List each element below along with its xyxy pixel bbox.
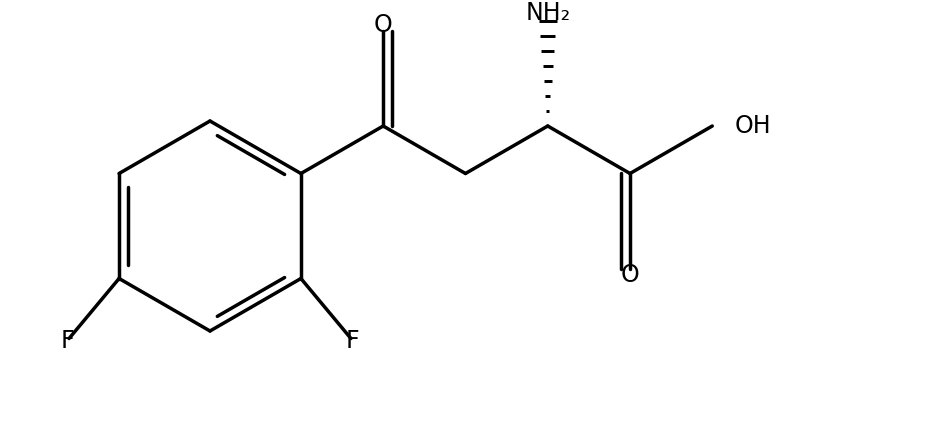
Text: F: F (346, 328, 360, 352)
Text: F: F (60, 328, 73, 352)
Text: OH: OH (734, 114, 771, 138)
Text: NH₂: NH₂ (526, 1, 570, 25)
Text: O: O (374, 13, 393, 37)
Text: O: O (621, 262, 640, 286)
